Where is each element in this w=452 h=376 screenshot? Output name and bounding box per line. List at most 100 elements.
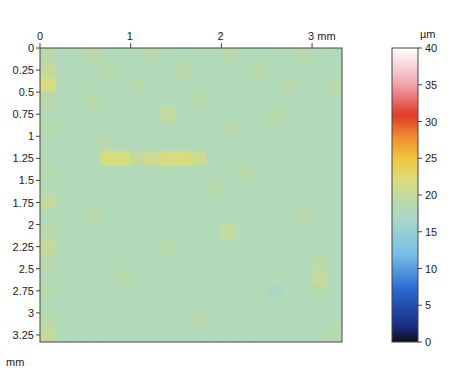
heat-cell (176, 254, 192, 269)
heat-cell (161, 254, 177, 269)
heat-cell (327, 48, 342, 63)
plot-frame (40, 48, 342, 342)
heat-cell (100, 48, 116, 63)
heat-cell (312, 283, 328, 298)
heat-cell (116, 136, 132, 151)
heat-cell (191, 180, 207, 195)
heat-cell (40, 107, 56, 122)
heat-cell (146, 136, 162, 151)
heat-cell (236, 63, 252, 78)
heat-cell (176, 107, 192, 122)
heat-cell (191, 239, 207, 254)
heat-cell (161, 210, 177, 225)
heat-cell (176, 224, 192, 239)
heat-cell (221, 224, 237, 239)
heat-cell (327, 180, 342, 195)
heat-cell (282, 136, 298, 151)
heat-cell (297, 48, 313, 63)
heat-cell (206, 313, 222, 328)
heat-cell (221, 298, 237, 313)
heat-cell (176, 136, 192, 151)
heat-cell (191, 283, 207, 298)
heat-cell (40, 195, 56, 210)
heat-cell (221, 107, 237, 122)
heat-cell (100, 239, 116, 254)
colorbar-tick (418, 195, 422, 196)
heat-cell (236, 327, 252, 342)
heat-cell (191, 92, 207, 107)
heat-cell (85, 77, 101, 92)
heat-cell (176, 269, 192, 284)
heat-cell (100, 136, 116, 151)
heat-cell (55, 254, 71, 269)
colorbar-tick-label: 5 (425, 299, 431, 311)
heat-cell (55, 283, 71, 298)
heat-cell (161, 151, 177, 166)
heat-cell (55, 180, 71, 195)
heat-cell (85, 63, 101, 78)
heat-cell (206, 122, 222, 137)
heat-cell (282, 166, 298, 181)
heat-cell (191, 210, 207, 225)
x-tick-label: 3 mm (308, 30, 336, 42)
heat-cell (40, 48, 56, 63)
heat-cell (161, 63, 177, 78)
heat-cell (70, 298, 86, 313)
heat-cell (131, 239, 147, 254)
heat-cell (191, 77, 207, 92)
heat-cell (40, 327, 56, 342)
heat-cell (236, 298, 252, 313)
heat-cell (251, 166, 267, 181)
heat-cell (55, 77, 71, 92)
heat-cell (221, 48, 237, 63)
colorbar-tick-label: 15 (425, 226, 437, 238)
heat-cell (221, 327, 237, 342)
heat-cell (267, 92, 283, 107)
heat-cell (206, 327, 222, 342)
heat-cell (221, 77, 237, 92)
heat-cell (312, 313, 328, 328)
heat-cell (85, 122, 101, 137)
heat-cell (146, 254, 162, 269)
heat-cell (100, 195, 116, 210)
heat-cell (116, 269, 132, 284)
y-tick (36, 312, 40, 313)
heat-cell (312, 136, 328, 151)
heat-cell (312, 92, 328, 107)
y-tick-label: 2.25 (13, 241, 34, 253)
heat-cell (312, 151, 328, 166)
heat-cell (251, 122, 267, 137)
heat-cell (191, 151, 207, 166)
heat-cell (55, 92, 71, 107)
heat-cell (267, 122, 283, 137)
heat-cell (131, 224, 147, 239)
heat-cell (282, 239, 298, 254)
y-tick-label: 0.5 (19, 86, 34, 98)
y-tick-label: 2.75 (13, 285, 34, 297)
heat-cell (131, 298, 147, 313)
heat-cell (161, 224, 177, 239)
heat-cell (176, 195, 192, 210)
heat-cell (267, 269, 283, 284)
heat-cell (146, 166, 162, 181)
heat-cell (251, 180, 267, 195)
heat-cell (282, 107, 298, 122)
heat-cell (176, 92, 192, 107)
heat-cell (236, 283, 252, 298)
heat-cell (100, 180, 116, 195)
x-tick (312, 43, 313, 48)
heat-cell (146, 327, 162, 342)
heat-cell (161, 136, 177, 151)
heat-cell (312, 269, 328, 284)
heat-cell (312, 180, 328, 195)
heat-cell (282, 63, 298, 78)
heat-cell (40, 283, 56, 298)
heat-cell (146, 195, 162, 210)
heat-cell (100, 298, 116, 313)
heat-cell (236, 239, 252, 254)
heat-cell (297, 122, 313, 137)
heat-cell (327, 313, 342, 328)
heat-cell (161, 195, 177, 210)
x-tick-label: 2 (217, 30, 223, 42)
heat-cell (40, 180, 56, 195)
